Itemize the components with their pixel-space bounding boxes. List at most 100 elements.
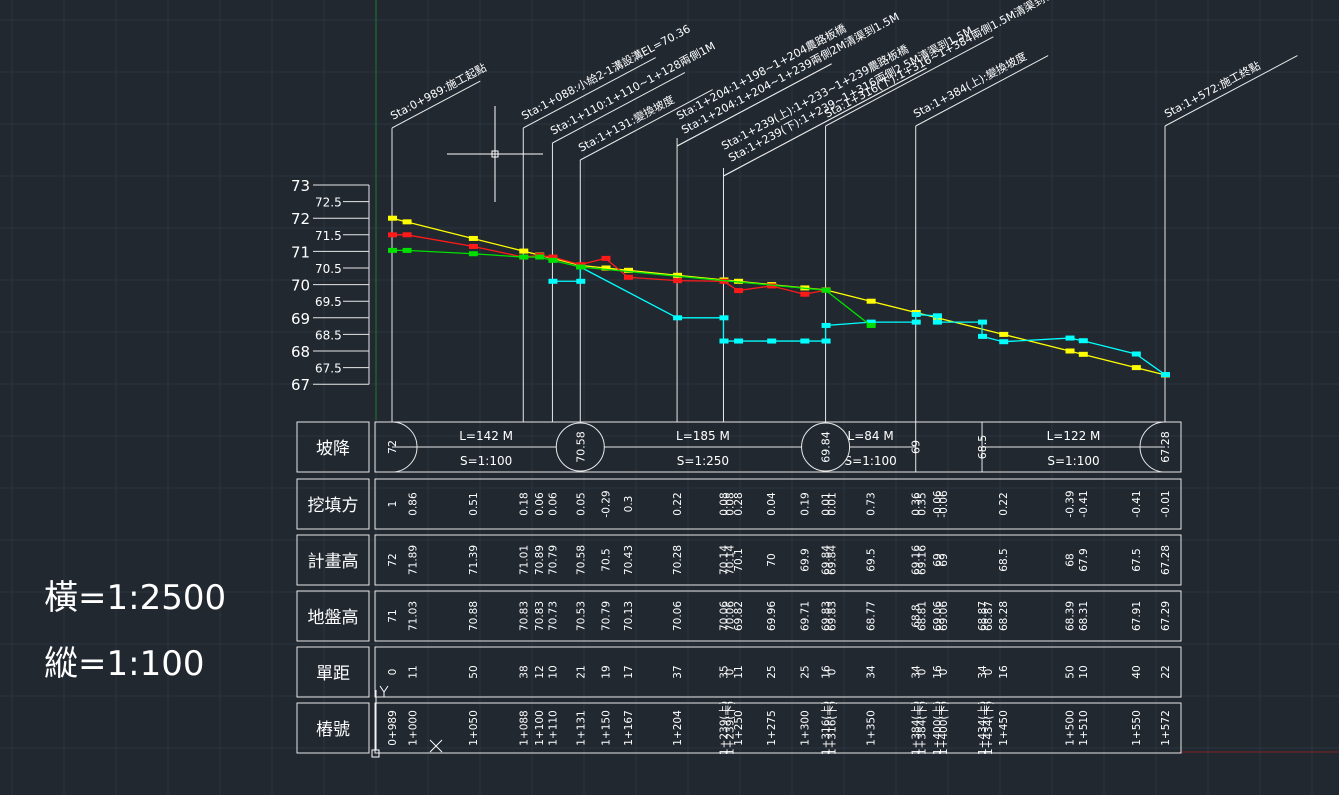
elevation-tick-label: 72 bbox=[291, 210, 310, 228]
series-marker-2 bbox=[800, 291, 810, 297]
elevation-tick-label: 70.5 bbox=[315, 262, 342, 276]
table-label-box bbox=[296, 534, 370, 586]
annotation-leader bbox=[676, 63, 832, 147]
series-marker-0 bbox=[468, 235, 478, 241]
table-cell-ground: 71 bbox=[387, 609, 399, 622]
series-line-0 bbox=[391, 217, 1166, 376]
table-cell-station: 1+131 bbox=[575, 710, 587, 746]
series-marker-2 bbox=[624, 274, 634, 280]
table-cell-cutfill: -0.39 bbox=[1065, 490, 1077, 517]
slope-ratio: S=1:100 bbox=[845, 454, 897, 468]
table-cell-station: 1+275 bbox=[766, 710, 778, 746]
table-cell-station: 1+400(下) bbox=[938, 701, 950, 755]
series-marker-2 bbox=[601, 255, 611, 261]
series-marker-3 bbox=[388, 247, 397, 253]
table-cell-spacing: 40 bbox=[1131, 665, 1143, 678]
table-cell-spacing: 35 bbox=[718, 665, 730, 678]
table-cell-spacing: 50 bbox=[468, 665, 480, 678]
table-cell-design: 70 bbox=[766, 553, 778, 566]
series-marker-1 bbox=[1161, 372, 1170, 378]
table-cell-ground: 67.91 bbox=[1131, 601, 1143, 631]
table-cell-ground: 70.79 bbox=[600, 601, 612, 631]
table-cell-ground: 68.87 bbox=[983, 601, 995, 631]
table-cell-station: 1+400(上) bbox=[932, 701, 944, 755]
table-cell-cutfill: 0.86 bbox=[408, 492, 420, 516]
table-cell-design: 69 bbox=[932, 553, 944, 566]
table-row-label-spacing: 單距 bbox=[316, 664, 350, 684]
table-cell-spacing: 17 bbox=[623, 665, 635, 678]
series-marker-2 bbox=[673, 278, 683, 284]
table-label-box bbox=[296, 478, 370, 530]
annotation-leader bbox=[391, 80, 481, 129]
table-cell-design: 72 bbox=[387, 553, 399, 566]
table-cell-design: 71.89 bbox=[408, 545, 420, 575]
table-cell-station: 1+150 bbox=[600, 710, 612, 746]
table-row-label-slope: 坡降 bbox=[316, 439, 350, 459]
table-cell-station: 1+050 bbox=[468, 710, 480, 746]
table-cell-spacing: 16 bbox=[998, 665, 1010, 679]
table-cell-ground: 69.96 bbox=[766, 601, 778, 631]
table-data-box bbox=[374, 646, 1182, 698]
annotation-text: Sta:1+131:變換坡度 bbox=[576, 92, 677, 154]
table-cell-design: 69.9 bbox=[799, 548, 811, 571]
annotation-leader bbox=[915, 55, 1049, 127]
table-cell-station: 1+250 bbox=[733, 710, 745, 746]
annotation-leader bbox=[825, 36, 994, 127]
table-cell-cutfill: -0.41 bbox=[1131, 490, 1143, 517]
table-cell-cutfill: 0.36 bbox=[911, 492, 923, 516]
series-line-1 bbox=[552, 265, 1166, 376]
slope-node-value: 69.84 bbox=[820, 431, 833, 463]
table-cell-design: 70.58 bbox=[575, 545, 587, 575]
series-marker-3 bbox=[519, 254, 529, 260]
table-data-box bbox=[374, 534, 1182, 586]
series-marker-3 bbox=[576, 264, 586, 270]
table-cell-spacing: 0 bbox=[917, 669, 929, 676]
table-cell-spacing: 34 bbox=[866, 665, 878, 679]
table-cell-ground: 69.71 bbox=[799, 601, 811, 631]
series-marker-1 bbox=[932, 313, 942, 319]
table-cell-cutfill: -0.01 bbox=[1160, 490, 1172, 517]
series-marker-0 bbox=[866, 298, 876, 304]
slope-length: L=122 M bbox=[1047, 429, 1101, 443]
table-cell-spacing: 16 bbox=[821, 665, 833, 679]
table-cell-design: 70.28 bbox=[672, 545, 684, 575]
table-cell-spacing: 0 bbox=[827, 669, 839, 676]
table-cell-ground: 70.83 bbox=[534, 601, 546, 631]
table-cell-design: 69.16 bbox=[911, 545, 923, 575]
table-cell-cutfill: -0.06 bbox=[932, 490, 944, 517]
elevation-tick-label: 68 bbox=[291, 343, 310, 361]
table-cell-spacing: 16 bbox=[932, 665, 944, 679]
table-cell-design: 67.9 bbox=[1078, 548, 1090, 571]
table-cell-cutfill: -0.41 bbox=[1078, 490, 1090, 517]
series-marker-1 bbox=[978, 319, 988, 325]
elevation-tick-label: 67 bbox=[291, 376, 310, 394]
elevation-tick-label: 68.5 bbox=[315, 328, 342, 342]
slope-ratio: S=1:100 bbox=[1047, 454, 1099, 468]
table-cell-ground: 70.06 bbox=[672, 601, 684, 631]
slope-node-value: 68.5 bbox=[976, 435, 989, 460]
series-marker-3 bbox=[821, 287, 831, 293]
series-marker-1 bbox=[1131, 351, 1141, 357]
table-row-label-cutfill: 挖填方 bbox=[308, 496, 359, 516]
series-marker-1 bbox=[821, 322, 831, 328]
table-row-label-station: 樁號 bbox=[316, 720, 350, 740]
table-cell-design: 69.5 bbox=[866, 548, 878, 571]
series-marker-1 bbox=[911, 319, 921, 325]
table-cell-station: 1+300 bbox=[799, 710, 811, 746]
series-marker-1 bbox=[866, 319, 876, 325]
table-row-label-design: 計畫高 bbox=[308, 552, 359, 572]
series-marker-0 bbox=[734, 278, 744, 284]
annotation-leader bbox=[723, 67, 927, 177]
table-cell-cutfill: 0.06 bbox=[547, 492, 559, 516]
table-cell-station: 1+100 bbox=[534, 710, 546, 746]
table-cell-station: 1+572 bbox=[1160, 710, 1172, 746]
table-data-box bbox=[374, 478, 1182, 530]
series-marker-0 bbox=[673, 272, 683, 278]
series-marker-1 bbox=[821, 338, 831, 344]
elevation-tick-label: 72.5 bbox=[315, 196, 342, 210]
slope-node-arc bbox=[1139, 421, 1166, 473]
table-cell-spacing: 12 bbox=[534, 665, 546, 678]
table-cell-station: 1+000 bbox=[408, 710, 420, 746]
